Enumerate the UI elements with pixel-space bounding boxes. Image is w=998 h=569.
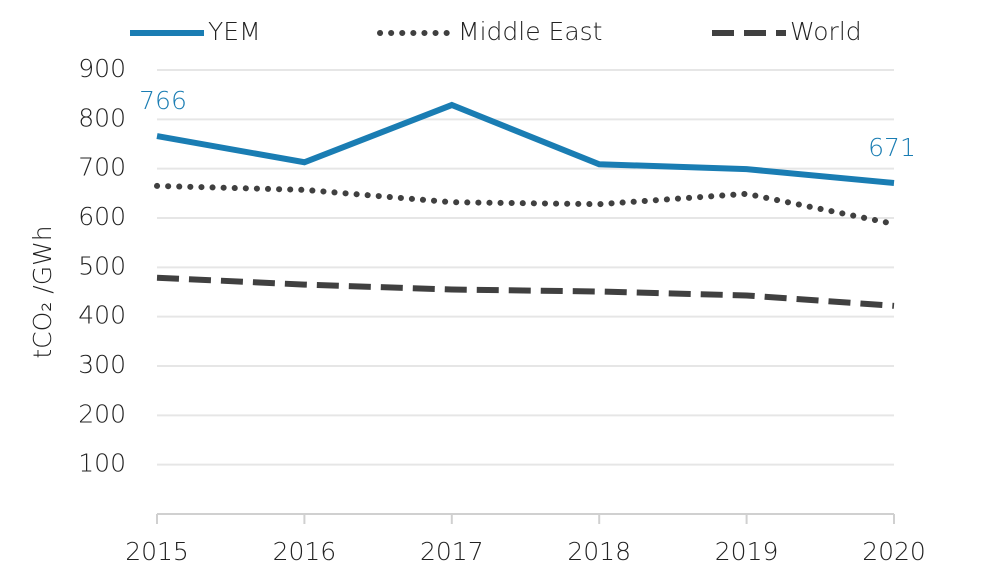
y-tick-label: 700 (78, 153, 126, 182)
legend-label: YEM (208, 17, 261, 46)
legend-label: Middle East (458, 17, 602, 46)
series-line (156, 274, 895, 309)
x-tick-label: 2019 (715, 537, 779, 566)
y-tick-label: 600 (78, 202, 126, 231)
y-tick-label: 500 (78, 251, 126, 280)
x-tick-label: 2020 (862, 537, 926, 566)
y-tick-label: 300 (78, 350, 126, 379)
legend-label: World (790, 17, 862, 46)
x-tick-label: 2015 (125, 537, 189, 566)
x-tick-label: 2018 (567, 537, 631, 566)
y-tick-label: 800 (78, 103, 126, 132)
x-tick-label: 2016 (273, 537, 337, 566)
x-tick-label: 2017 (420, 537, 484, 566)
series-line (156, 101, 895, 186)
y-tick-label: 100 (78, 449, 126, 478)
series-line (154, 182, 897, 227)
data-label: 671 (868, 133, 916, 162)
y-tick-label: 400 (78, 301, 126, 330)
y-tick-label: 900 (78, 54, 126, 83)
y-tick-label: 200 (78, 399, 126, 428)
y-axis-label: tCO₂ /GWh (28, 225, 57, 358)
data-label: 766 (139, 86, 187, 115)
